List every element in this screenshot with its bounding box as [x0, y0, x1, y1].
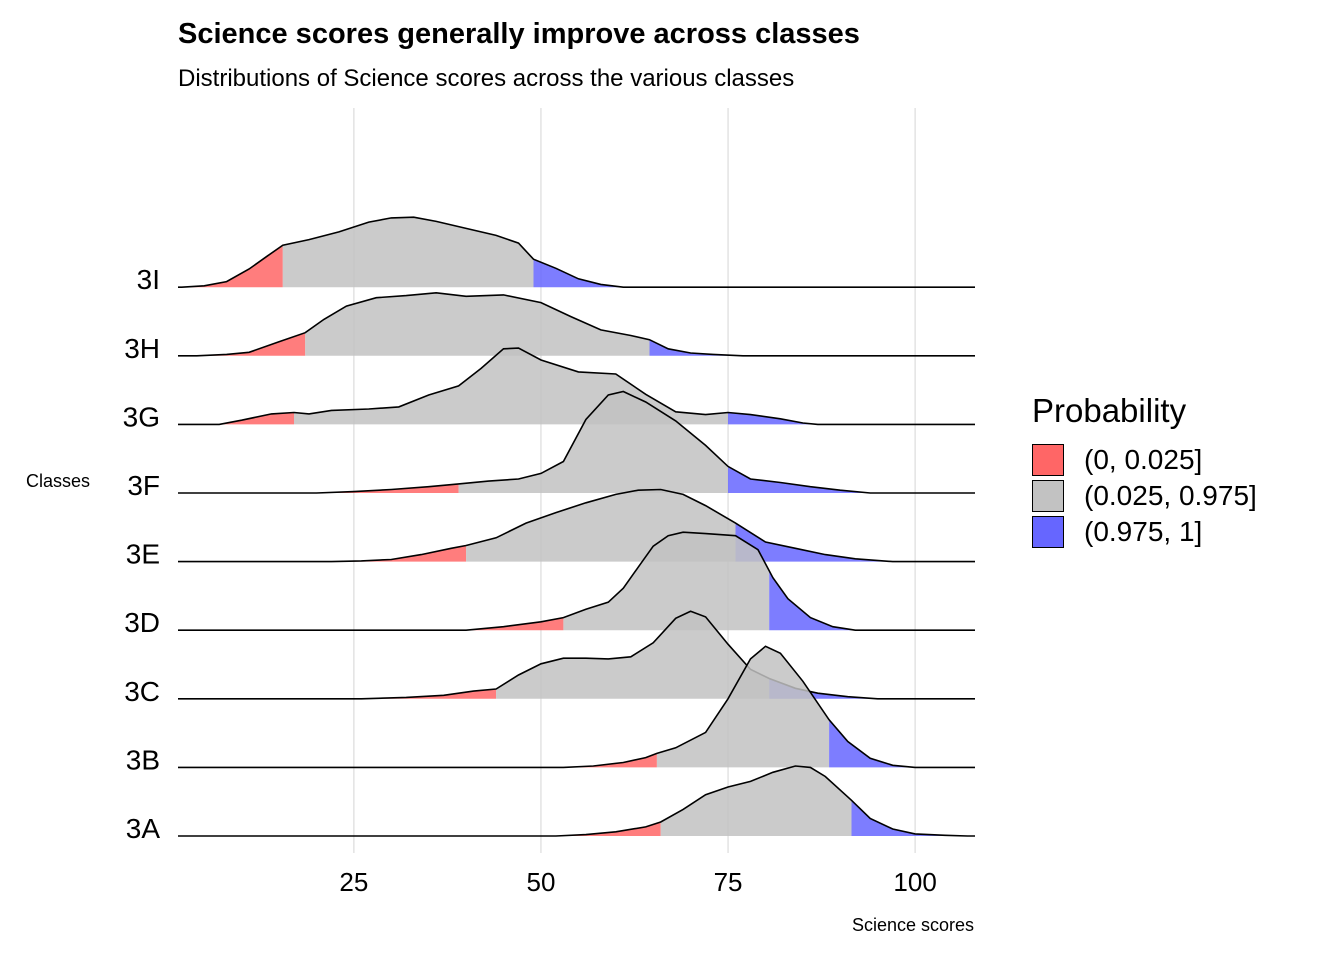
ridge-tail-high	[829, 719, 916, 768]
legend-swatch-low	[1032, 444, 1064, 476]
x-axis-label: Science scores	[852, 915, 974, 935]
ridge-tail-high	[851, 800, 968, 836]
ridge-tail-low	[196, 332, 306, 356]
legend-item-high: (0.975, 1]	[1032, 514, 1257, 550]
ridge-3h: 3H	[124, 291, 975, 364]
ridge-outline	[178, 347, 975, 426]
ridge-outline	[178, 488, 975, 563]
ridge-outline	[178, 765, 975, 837]
y-axis-label: Classes	[26, 471, 90, 491]
axis-ticks: 25 50 75 100	[339, 867, 936, 897]
y-tick-label: 3G	[123, 401, 160, 432]
ridge-outline	[178, 291, 975, 357]
legend-item-mid: (0.025, 0.975]	[1032, 478, 1257, 514]
y-tick-label: 3D	[124, 607, 160, 638]
ridge-3e: 3E	[126, 488, 975, 570]
x-tick-label: 100	[893, 867, 936, 897]
ridge-3d: 3D	[124, 531, 975, 638]
ridge-body	[660, 766, 852, 836]
ridge-body	[563, 532, 770, 631]
ridge-3b: 3B	[126, 645, 975, 775]
legend-title: Probability	[1032, 392, 1187, 429]
ridge-body	[656, 646, 830, 768]
ridge-3a: 3A	[126, 765, 975, 844]
ridge-3g: 3G	[123, 347, 975, 432]
ridge-tail-low	[316, 483, 459, 493]
ridge-tail-high	[649, 339, 743, 356]
ridge-outline	[178, 645, 975, 769]
ridge-tail-high	[769, 570, 856, 631]
x-tick-label: 50	[526, 867, 555, 897]
ridge-outline	[178, 390, 975, 494]
y-tick-label: 3E	[126, 539, 160, 570]
legend-label-low: (0, 0.025]	[1084, 444, 1203, 475]
legend: Probability (0, 0.025] (0.025, 0.975] (0…	[1032, 392, 1257, 550]
ridge-3f: 3F	[127, 390, 975, 501]
ridge-tail-high	[735, 523, 893, 562]
legend-swatch-mid	[1032, 480, 1064, 512]
x-tick-label: 25	[339, 867, 368, 897]
ridge-3i: 3I	[137, 216, 975, 295]
legend-item-low: (0, 0.025]	[1032, 442, 1257, 478]
ridge-outline	[178, 531, 975, 631]
ridge-tail-high	[728, 466, 871, 493]
ridge-tail-low	[555, 822, 661, 836]
legend-label-high: (0.975, 1]	[1084, 516, 1203, 547]
legend-label-mid: (0.025, 0.975]	[1084, 480, 1257, 511]
y-tick-label: 3A	[126, 813, 161, 844]
y-tick-label: 3H	[124, 333, 160, 364]
chart-title: Science scores generally improve across …	[178, 18, 860, 50]
y-tick-label: 3F	[127, 470, 160, 501]
chart-subtitle: Distributions of Science scores across t…	[178, 65, 795, 92]
ridge-tail-high	[533, 259, 624, 288]
ridge-tail-low	[181, 245, 283, 288]
ridge-outline	[178, 216, 975, 288]
ridge-tail-low	[331, 545, 467, 562]
ridge-body	[282, 217, 534, 288]
y-tick-label: 3I	[137, 264, 160, 295]
y-tick-label: 3B	[126, 744, 160, 775]
ridges: 3I 3H 3G 3F 3E 3D 3C 3B 3A	[123, 216, 975, 844]
y-tick-label: 3C	[124, 676, 160, 707]
ridge-body	[305, 292, 650, 356]
ridge-tail-low	[361, 689, 497, 699]
x-tick-label: 75	[714, 867, 743, 897]
ridge-tail-low	[466, 617, 564, 631]
ridge-tail-low	[563, 753, 657, 768]
ridge-body	[458, 391, 728, 493]
legend-swatch-high	[1032, 516, 1064, 548]
ridge-body	[496, 611, 770, 699]
